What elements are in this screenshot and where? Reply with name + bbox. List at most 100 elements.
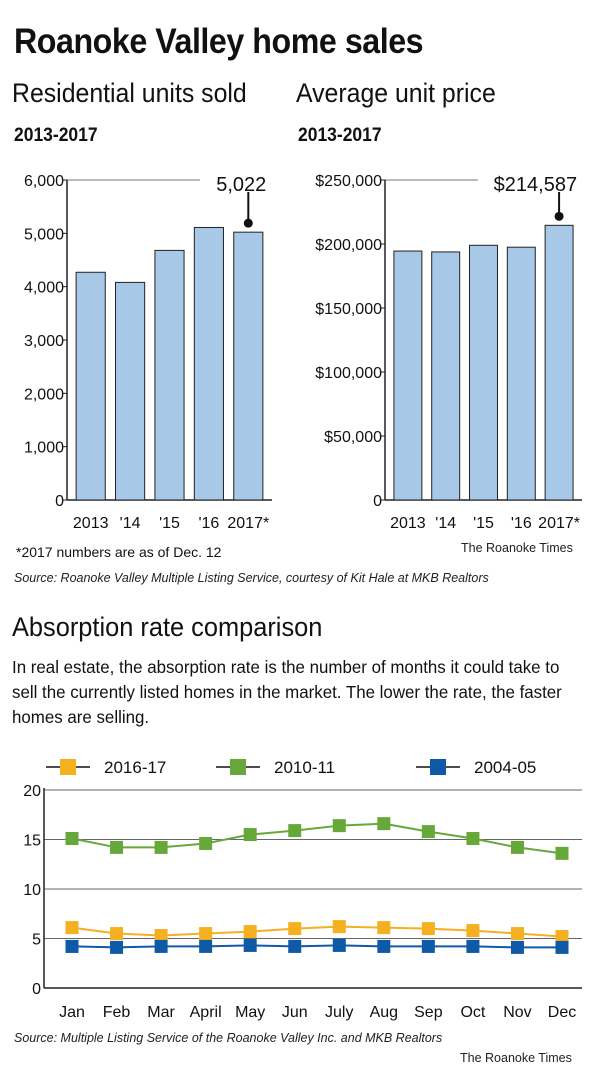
series-2-point	[555, 940, 569, 954]
series-line-2	[71, 944, 562, 949]
x-tick-label: Sep	[414, 1004, 443, 1021]
series-0-point	[466, 924, 480, 938]
legend-label: 2010-11	[274, 758, 335, 777]
y-tick-label: 5	[32, 932, 41, 949]
absorption-rate-chart: 0 5 10 15 20 Jan Feb Mar April May Jun July Aug Sep Oc…	[23, 758, 582, 1021]
series-0-point	[65, 921, 79, 935]
series-2-point	[110, 940, 124, 954]
y-tick-label: 4,000	[24, 280, 64, 297]
series-1-point	[377, 817, 391, 831]
bar-0	[75, 271, 106, 501]
series-0-point	[110, 927, 124, 941]
series-1-point	[555, 846, 569, 860]
y-tick-label: 10	[23, 882, 41, 899]
x-tick-label: 2013	[73, 515, 109, 532]
x-tick-label: '14	[435, 515, 456, 532]
price-chart-range: 2013-2017	[298, 125, 382, 146]
bar-1	[115, 281, 146, 501]
units-chart-title: Residential units sold	[12, 78, 247, 108]
series-2-point	[65, 939, 79, 953]
x-tick-label: '14	[120, 515, 141, 532]
x-tick-label: 2013	[390, 515, 426, 532]
y-tick-label: 3,000	[24, 333, 64, 350]
y-tick-label: 20	[23, 783, 41, 800]
footnote: *2017 numbers are as of Dec. 12	[16, 544, 222, 560]
x-tick-label: '15	[159, 515, 180, 532]
x-tick-label: May	[235, 1004, 265, 1021]
x-tick-label: Aug	[370, 1004, 398, 1021]
series-2-point	[199, 939, 213, 953]
series-1-point	[288, 824, 302, 838]
legend-swatch	[430, 759, 446, 775]
series-1-point	[154, 840, 168, 854]
absorption-description: In real estate, the absorption rate is t…	[12, 657, 562, 727]
legend-swatch	[60, 759, 76, 775]
bar-4	[544, 224, 574, 501]
series-0-point	[332, 920, 346, 934]
source-bottom: Source: Multiple Listing Service of the …	[14, 1031, 443, 1045]
x-tick-label: Dec	[548, 1004, 576, 1021]
series-2-point	[377, 939, 391, 953]
series-2-point	[332, 938, 346, 952]
x-tick-label: Feb	[103, 1004, 131, 1021]
series-2-point	[243, 938, 257, 952]
series-1-point	[243, 828, 257, 842]
legend-label: 2016-17	[104, 758, 166, 777]
y-tick-label: $250,000	[315, 173, 382, 190]
series-2-point	[288, 939, 302, 953]
y-tick-label: $200,000	[315, 237, 382, 254]
units-chart-range: 2013-2017	[14, 125, 98, 146]
callout-dot	[243, 218, 253, 228]
source-top: Source: Roanoke Valley Multiple Listing …	[14, 571, 489, 585]
series-1-point	[110, 840, 124, 854]
x-tick-label: Mar	[147, 1004, 175, 1021]
y-tick-label: 6,000	[24, 173, 64, 190]
series-1-point	[65, 832, 79, 846]
credit-top: The Roanoke Times	[461, 541, 573, 555]
y-tick-label: 0	[32, 981, 41, 998]
x-tick-label: Jun	[282, 1004, 308, 1021]
units-sold-chart: 0 1,000 2,000 3,000 4,000 5,000 6,000 2013 '14 '1…	[24, 173, 272, 532]
callout-label: $214,587	[494, 174, 577, 196]
series-0-point	[510, 927, 524, 941]
series-2-point	[154, 939, 168, 953]
series-0-point	[421, 922, 435, 936]
series-0-point	[154, 929, 168, 943]
x-tick-label: Oct	[460, 1004, 485, 1021]
average-price-chart: 0 $50,000 $100,000 $150,000 $200,000 $250,000…	[315, 173, 582, 532]
y-tick-label: 1,000	[24, 440, 64, 457]
series-0-point	[243, 925, 257, 939]
x-tick-label: 2017*	[227, 515, 269, 532]
y-tick-label: 2,000	[24, 386, 64, 403]
series-1-point	[332, 819, 346, 833]
series-0-point	[377, 921, 391, 935]
y-tick-label: $50,000	[324, 429, 382, 446]
bar-2	[154, 249, 185, 501]
series-2-point	[466, 939, 480, 953]
credit-bottom: The Roanoke Times	[460, 1051, 572, 1065]
y-tick-label: 0	[373, 493, 382, 510]
bar-3	[506, 246, 536, 501]
x-tick-label: '16	[198, 515, 219, 532]
series-line-0	[71, 925, 563, 938]
series-line-1	[71, 822, 563, 855]
y-tick-label: 15	[23, 833, 41, 850]
series-0-point	[555, 930, 569, 944]
series-2-point	[510, 940, 524, 954]
series-1-point	[466, 832, 480, 846]
x-tick-label: '16	[511, 515, 532, 532]
page-title: Roanoke Valley home sales	[14, 22, 424, 61]
legend-swatch	[230, 759, 246, 775]
bar-2	[469, 244, 498, 501]
bar-1	[431, 251, 461, 501]
x-tick-label: Nov	[503, 1004, 531, 1021]
bar-3	[193, 226, 224, 501]
absorption-title: Absorption rate comparison	[12, 612, 323, 642]
x-tick-label: '15	[473, 515, 494, 532]
callout-dot	[554, 211, 564, 221]
x-tick-label: 2017*	[538, 515, 580, 532]
series-1-point	[199, 836, 213, 850]
bar-0	[393, 250, 423, 501]
series-2-point	[421, 939, 435, 953]
y-tick-label: 0	[55, 493, 64, 510]
